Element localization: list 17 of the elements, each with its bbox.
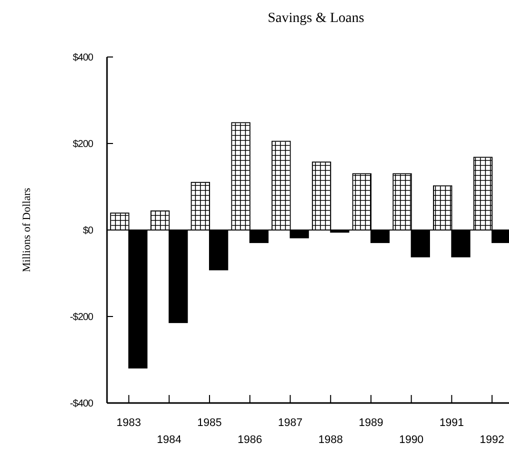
y-tick-label: $200: [72, 139, 94, 150]
x-tick-label: 1990: [399, 434, 424, 446]
x-tick-label: 1983: [116, 417, 142, 429]
y-tick-label: -$200: [70, 312, 94, 323]
y-tick-label: $400: [72, 52, 94, 64]
x-tick-label: 1984: [156, 434, 182, 446]
y-tick-label: $0: [82, 226, 94, 236]
x-tick-label: 1991: [439, 417, 464, 429]
x-tick-label: 1987: [278, 417, 302, 429]
x-tick-label: 1989: [358, 417, 384, 429]
x-tick-label: 1986: [238, 434, 262, 446]
x-tick-label: 1992: [480, 434, 504, 446]
x-tick-label: 1988: [318, 434, 343, 446]
x-tick-label: 1985: [197, 417, 222, 429]
y-tick-label: -$400: [70, 398, 94, 410]
y-axis-title: Millions of Dollars: [21, 188, 33, 272]
chart-title: Savings & Loans: [268, 11, 364, 26]
